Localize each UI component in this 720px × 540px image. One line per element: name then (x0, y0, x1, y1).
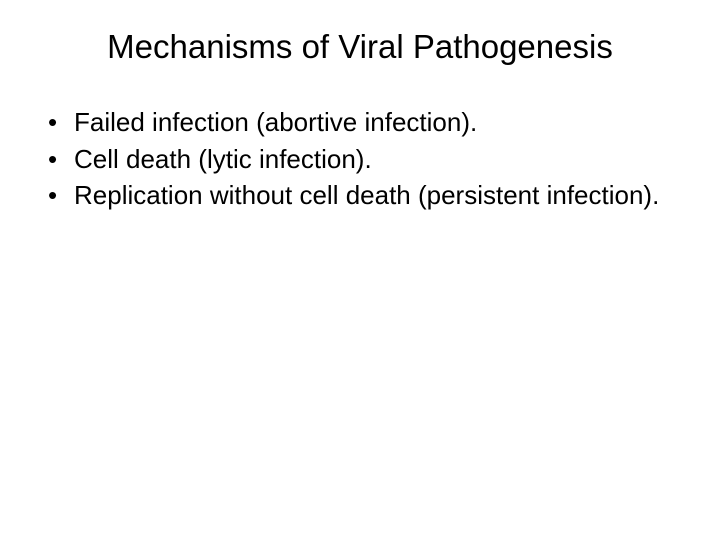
bullet-item: Cell death (lytic infection). (40, 143, 680, 176)
bullet-item: Failed infection (abortive infection). (40, 106, 680, 139)
bullet-item: Replication without cell death (persiste… (40, 179, 680, 212)
bullet-list: Failed infection (abortive infection). C… (40, 106, 680, 212)
slide-title: Mechanisms of Viral Pathogenesis (40, 28, 680, 66)
